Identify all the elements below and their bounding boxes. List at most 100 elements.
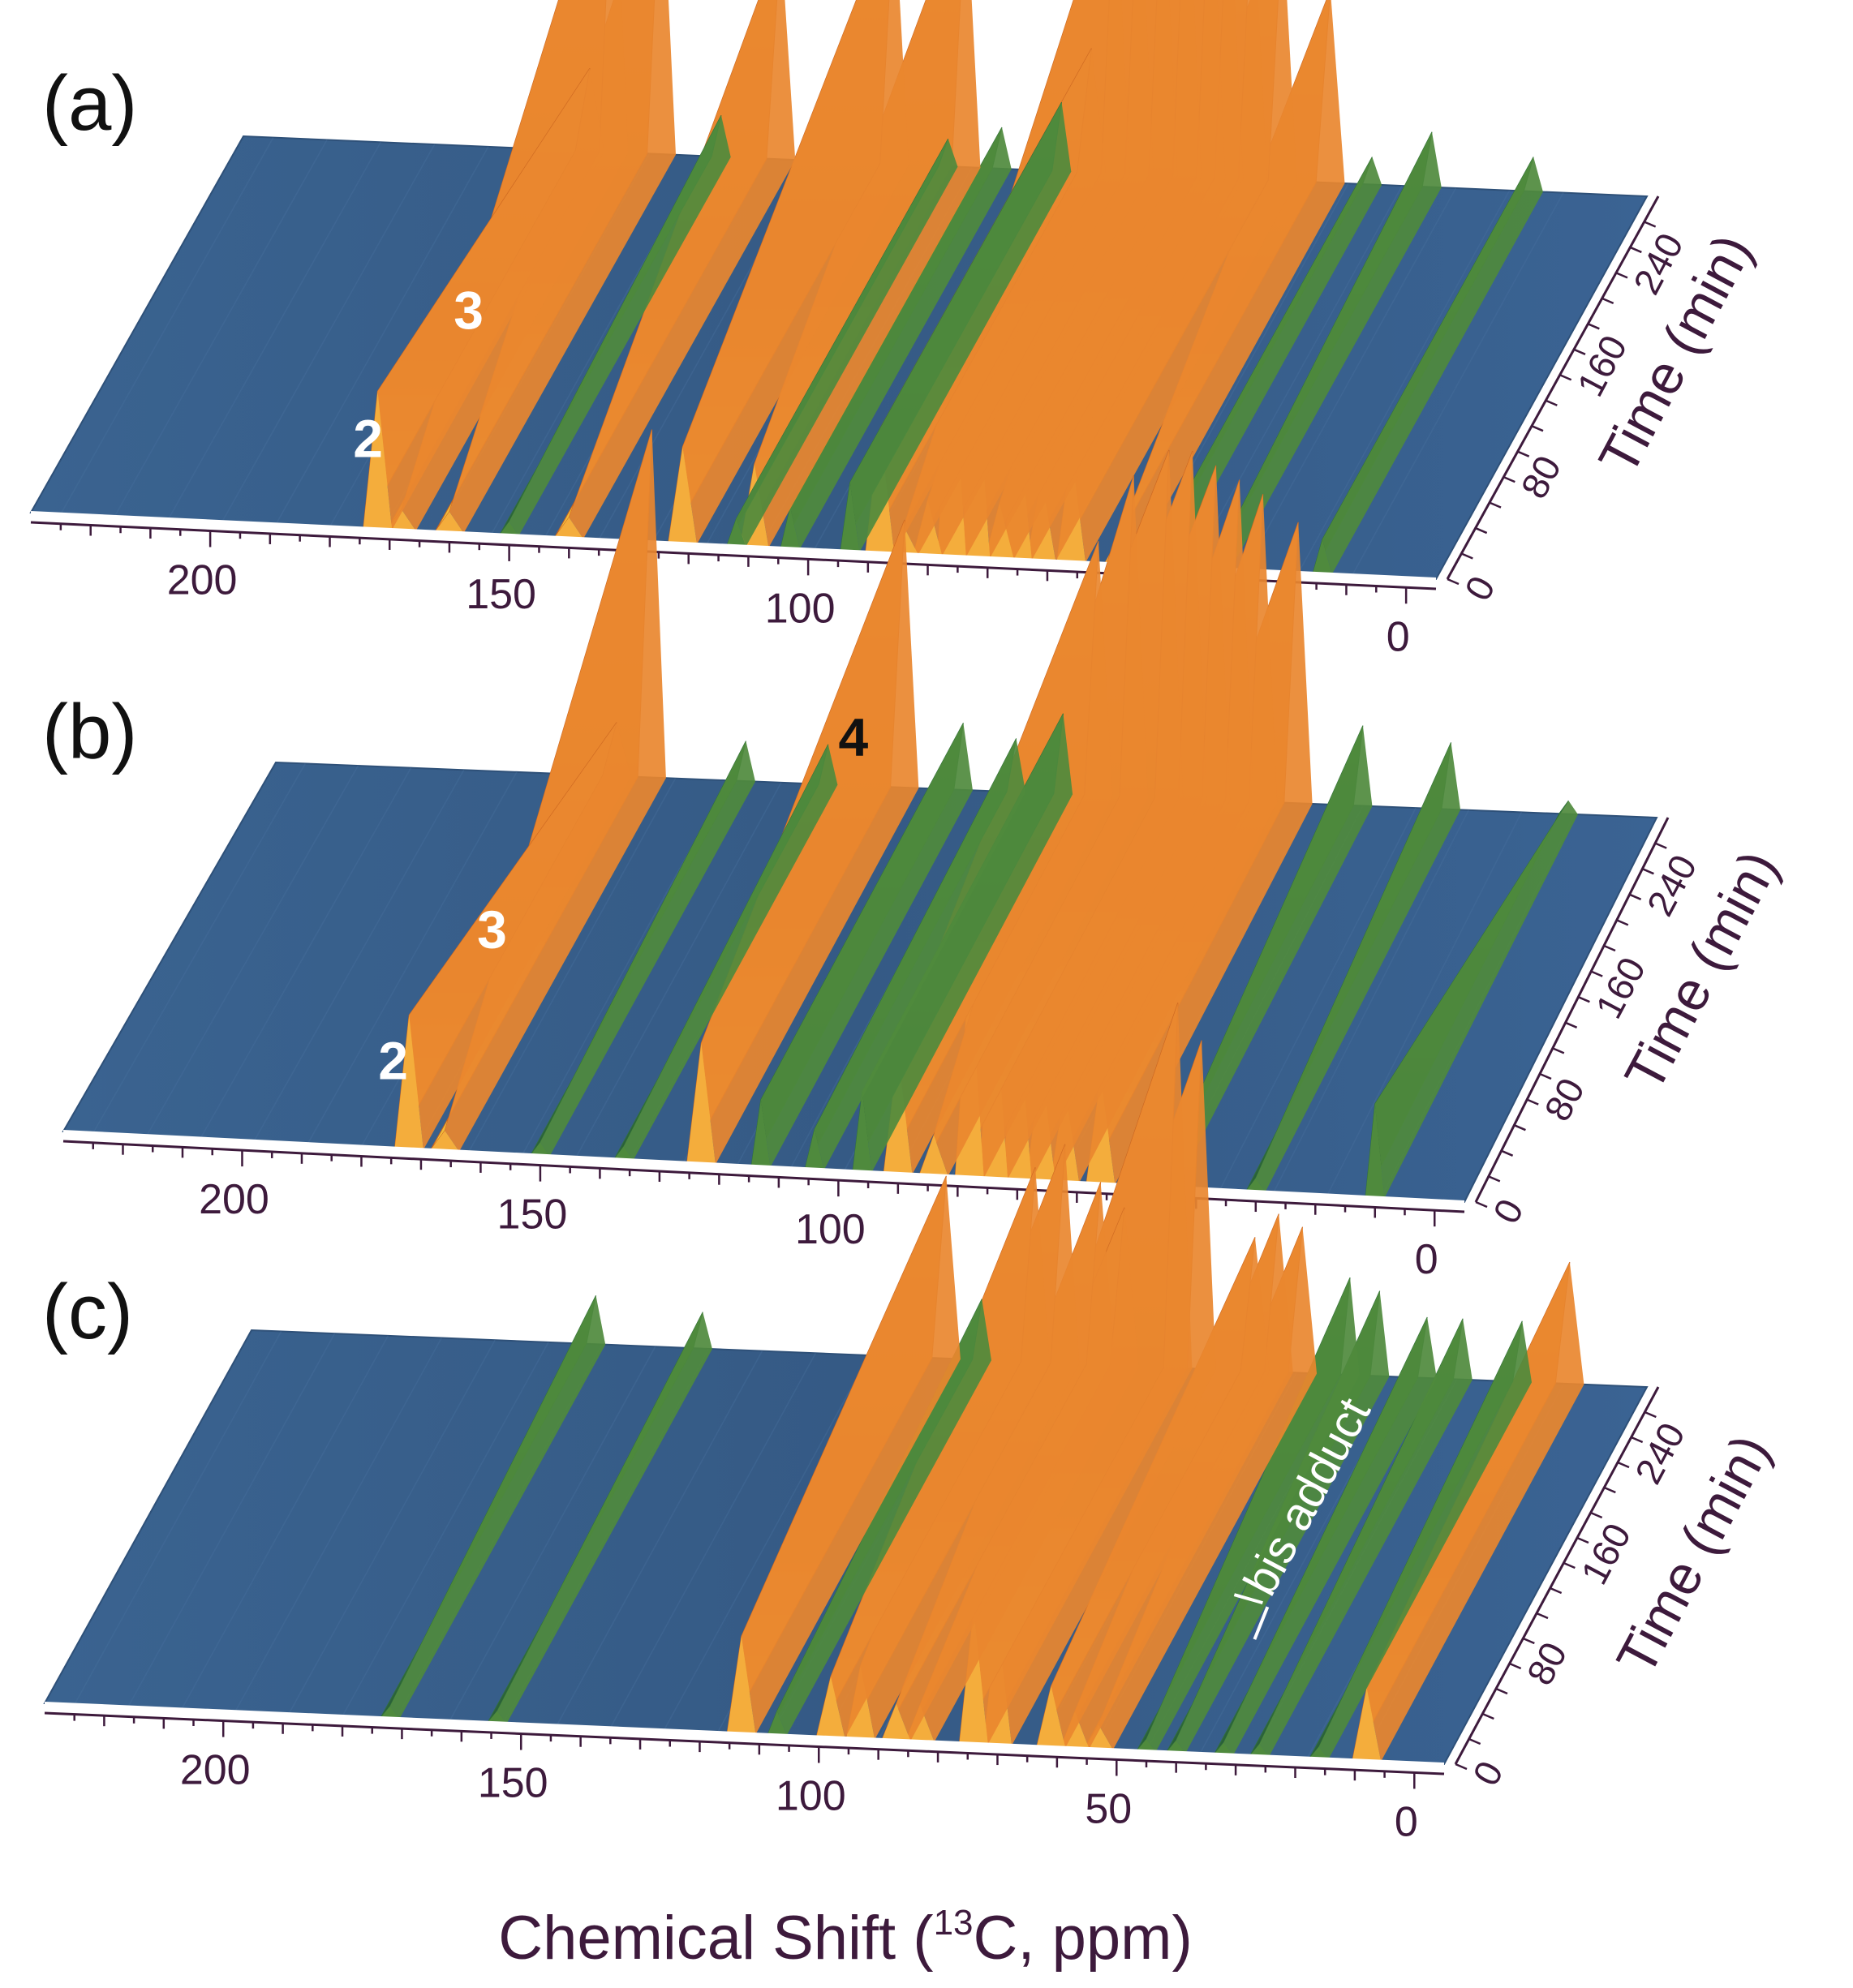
time-tick	[1644, 1410, 1657, 1419]
peak-front-spike	[919, 1135, 948, 1176]
peak-ridge-face	[1146, 1277, 1360, 1752]
annotation-bracket	[1233, 1593, 1270, 1640]
noise-stripe	[575, 782, 782, 1158]
peak-front-spike	[1137, 1739, 1156, 1752]
time-tick	[1489, 501, 1502, 509]
peak-front-spike	[959, 1609, 988, 1745]
noise-stripe	[1136, 182, 1349, 565]
peak-front-spike	[435, 511, 464, 534]
peak-ridge-face	[776, 1299, 991, 1736]
x-tick-label: 100	[795, 1206, 866, 1253]
time-tick	[1536, 1612, 1549, 1620]
x-axis-title: Chemical Shift (13C, ppm)	[498, 1903, 1193, 1973]
noise-stripe	[1297, 190, 1511, 573]
x-tick-label: 150	[478, 1760, 548, 1807]
time-tick	[1631, 1436, 1644, 1444]
x-tick-label: 150	[466, 571, 536, 618]
panel-label: (c)	[42, 1269, 133, 1355]
time-tick	[1615, 272, 1628, 279]
noise-stripe	[1326, 812, 1523, 1196]
time-tick	[1539, 1072, 1552, 1080]
time-tick	[1641, 868, 1654, 875]
compound-label: 3	[477, 900, 507, 960]
x-tick-label: 100	[765, 585, 836, 632]
compound-label: 4	[838, 706, 868, 766]
peak-front-spike	[751, 1099, 771, 1167]
time-tick	[1617, 1461, 1630, 1469]
peak-ridge-face	[701, 519, 919, 1165]
time-tick	[1531, 425, 1544, 432]
time-tick	[1460, 552, 1473, 560]
peak-ridge-face	[569, 0, 796, 539]
peak-front-spike	[1246, 1178, 1266, 1192]
peak-ridge-face	[1160, 157, 1382, 567]
noise-stripe	[1273, 809, 1469, 1193]
noise-stripe	[609, 1352, 816, 1728]
x-tick-label: 0	[1387, 613, 1410, 660]
time-tick	[1509, 1662, 1522, 1670]
noise-stripe	[1352, 192, 1564, 576]
peak-front-spike	[614, 1146, 634, 1161]
peak-front-spike	[1166, 1740, 1186, 1754]
compound-label: 2	[378, 1030, 408, 1090]
peak-front-spike	[668, 447, 698, 544]
time-tick	[1501, 1149, 1514, 1157]
noise-stripe	[307, 771, 518, 1144]
time-tick	[1577, 996, 1590, 1003]
peak-front-spike	[767, 1711, 787, 1736]
peak-front-spike	[1352, 1687, 1382, 1762]
noise-stripe	[556, 1350, 763, 1726]
time-tick	[1481, 1712, 1494, 1720]
peak-ridge-face	[497, 1312, 712, 1724]
noise-stripe	[288, 1339, 496, 1715]
noise-stripe	[663, 1355, 870, 1731]
time-tick	[1587, 323, 1600, 330]
peak-ridge-face	[389, 1295, 606, 1720]
time-tick	[1590, 970, 1603, 977]
peak-ridge-face	[1374, 801, 1578, 1199]
peak-front-spike	[488, 1711, 507, 1724]
time-axis-line	[1474, 817, 1670, 1203]
peak-ridge-face	[741, 1175, 961, 1735]
time-tick	[1455, 1763, 1468, 1771]
peak-front-spike	[363, 391, 393, 530]
peak-ridge-face	[1220, 131, 1442, 569]
plane-front-edge	[44, 1702, 1445, 1766]
peak-front-spike	[394, 1015, 423, 1150]
time-tick-label: 0	[1485, 1192, 1532, 1230]
time-axis-line	[1454, 1386, 1660, 1765]
time-tick	[1590, 1511, 1603, 1519]
x-tick-label: 200	[199, 1176, 269, 1223]
x-tick-label: 150	[497, 1192, 568, 1239]
peak-front-spike	[1309, 1746, 1329, 1759]
x-tick-label: 200	[180, 1747, 251, 1794]
time-tick	[1550, 1587, 1563, 1595]
noise-stripe	[146, 765, 359, 1136]
peak-front-spike	[686, 1043, 716, 1165]
time-tick	[1565, 1021, 1578, 1028]
peak-ridge-face	[760, 723, 973, 1167]
time-tick	[1576, 1536, 1589, 1544]
noise-stripe	[181, 1335, 389, 1710]
peak-front-spike	[1036, 1685, 1066, 1748]
noise-stripe	[60, 137, 274, 515]
time-tick	[1447, 578, 1460, 586]
x-tick-label: 0	[1395, 1798, 1418, 1845]
noise-stripe	[468, 778, 677, 1153]
noise-stripe	[114, 140, 328, 517]
noise-stripe	[253, 769, 465, 1142]
peak-front-spike	[840, 482, 860, 552]
peak-ridge-face	[1322, 157, 1543, 574]
compound-label: 3	[454, 280, 484, 340]
time-tick	[1603, 1486, 1616, 1494]
peak-ridge-face	[814, 738, 1026, 1170]
x-tick-label: 0	[1415, 1236, 1438, 1283]
time-tick-label: 80	[1536, 1071, 1593, 1128]
peak-ridge-face	[736, 139, 958, 547]
peak-front-spike	[1365, 1103, 1385, 1199]
time-tick	[1559, 374, 1572, 381]
panel-label: (a)	[42, 60, 137, 147]
time-tick	[1522, 1637, 1535, 1645]
noise-stripe	[1190, 185, 1403, 569]
